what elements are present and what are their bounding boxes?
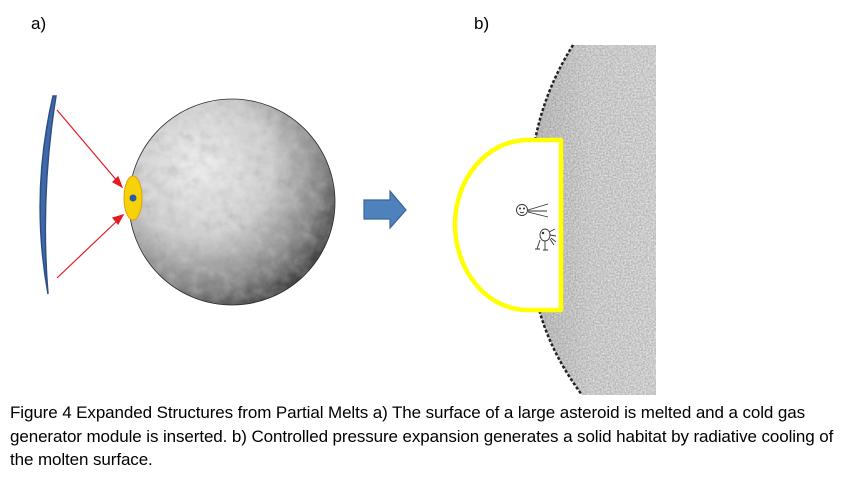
mirror-icon [39, 95, 57, 295]
panel-a-label: a) [31, 14, 47, 33]
asteroid-icon [128, 98, 336, 306]
habitat-dome-icon [452, 137, 564, 313]
melt-spot-icon [123, 175, 143, 221]
figure-illustration [39, 44, 656, 396]
ray-lines [56, 109, 125, 279]
panel-b-label: b) [474, 14, 490, 33]
astronaut-figure-icon [516, 203, 549, 218]
creature-figure-icon [535, 228, 557, 251]
figure-caption: Figure 4 Expanded Structures from Partia… [10, 403, 834, 469]
arrow-right-icon [363, 189, 407, 230]
